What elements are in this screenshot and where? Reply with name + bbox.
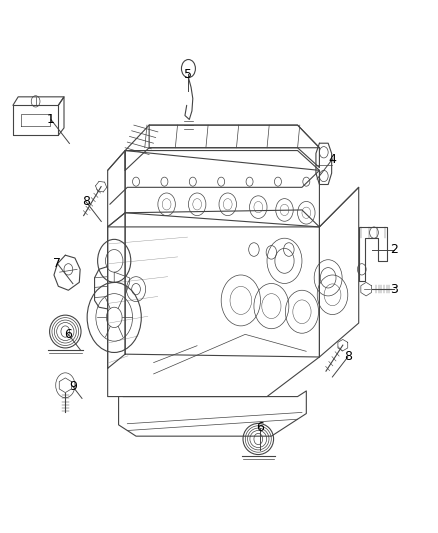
- Text: 6: 6: [64, 328, 72, 341]
- Text: 8: 8: [82, 195, 90, 208]
- Text: 1: 1: [47, 113, 55, 126]
- Text: 6: 6: [257, 421, 265, 434]
- Text: 5: 5: [184, 68, 192, 80]
- Text: 7: 7: [53, 257, 61, 270]
- Text: 9: 9: [69, 380, 77, 393]
- Text: 4: 4: [328, 152, 336, 166]
- Text: 2: 2: [390, 243, 398, 256]
- Text: 3: 3: [390, 282, 398, 296]
- Text: 8: 8: [344, 351, 352, 364]
